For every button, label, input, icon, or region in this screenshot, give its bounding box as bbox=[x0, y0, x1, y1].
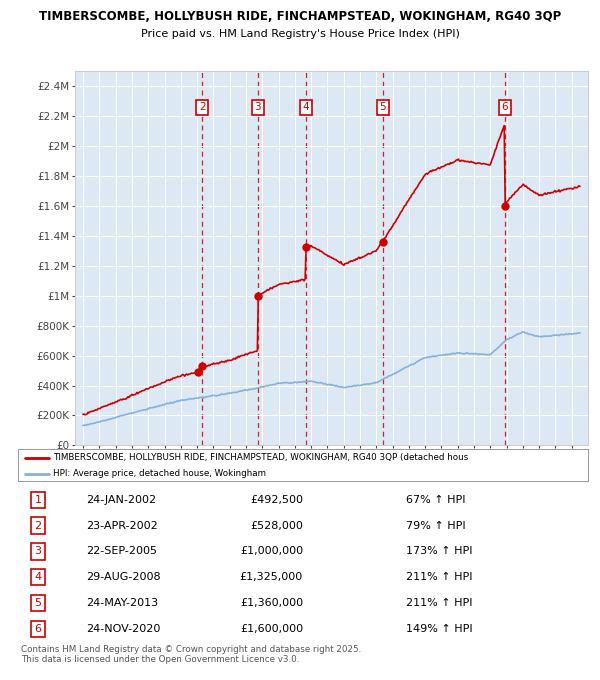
Text: £492,500: £492,500 bbox=[250, 495, 303, 505]
Text: 173% ↑ HPI: 173% ↑ HPI bbox=[406, 547, 472, 556]
Text: 4: 4 bbox=[302, 102, 309, 112]
Text: £1,360,000: £1,360,000 bbox=[240, 598, 303, 608]
Text: Price paid vs. HM Land Registry's House Price Index (HPI): Price paid vs. HM Land Registry's House … bbox=[140, 29, 460, 39]
Text: 22-SEP-2005: 22-SEP-2005 bbox=[86, 547, 157, 556]
Text: HPI: Average price, detached house, Wokingham: HPI: Average price, detached house, Woki… bbox=[53, 469, 266, 479]
Text: 79% ↑ HPI: 79% ↑ HPI bbox=[406, 521, 465, 530]
Text: 24-NOV-2020: 24-NOV-2020 bbox=[86, 624, 161, 634]
Text: 24-MAY-2013: 24-MAY-2013 bbox=[86, 598, 158, 608]
Text: 1: 1 bbox=[34, 495, 41, 505]
Text: 6: 6 bbox=[502, 102, 508, 112]
Text: 211% ↑ HPI: 211% ↑ HPI bbox=[406, 598, 472, 608]
Text: 5: 5 bbox=[379, 102, 386, 112]
Text: 2: 2 bbox=[34, 521, 41, 530]
Text: 3: 3 bbox=[254, 102, 261, 112]
Text: £528,000: £528,000 bbox=[250, 521, 303, 530]
Text: 5: 5 bbox=[34, 598, 41, 608]
Text: 2: 2 bbox=[199, 102, 206, 112]
Text: TIMBERSCOMBE, HOLLYBUSH RIDE, FINCHAMPSTEAD, WOKINGHAM, RG40 3QP: TIMBERSCOMBE, HOLLYBUSH RIDE, FINCHAMPST… bbox=[39, 10, 561, 23]
Text: Contains HM Land Registry data © Crown copyright and database right 2025.
This d: Contains HM Land Registry data © Crown c… bbox=[21, 645, 361, 664]
Text: 29-AUG-2008: 29-AUG-2008 bbox=[86, 573, 161, 582]
Text: TIMBERSCOMBE, HOLLYBUSH RIDE, FINCHAMPSTEAD, WOKINGHAM, RG40 3QP (detached hous: TIMBERSCOMBE, HOLLYBUSH RIDE, FINCHAMPST… bbox=[53, 453, 469, 462]
Text: £1,600,000: £1,600,000 bbox=[240, 624, 303, 634]
Text: £1,000,000: £1,000,000 bbox=[240, 547, 303, 556]
Text: 211% ↑ HPI: 211% ↑ HPI bbox=[406, 573, 472, 582]
Text: 24-JAN-2002: 24-JAN-2002 bbox=[86, 495, 157, 505]
Text: 149% ↑ HPI: 149% ↑ HPI bbox=[406, 624, 472, 634]
Text: £1,325,000: £1,325,000 bbox=[240, 573, 303, 582]
Text: 6: 6 bbox=[34, 624, 41, 634]
Text: 3: 3 bbox=[34, 547, 41, 556]
Text: 67% ↑ HPI: 67% ↑ HPI bbox=[406, 495, 465, 505]
Text: 4: 4 bbox=[34, 573, 41, 582]
Text: 23-APR-2002: 23-APR-2002 bbox=[86, 521, 158, 530]
